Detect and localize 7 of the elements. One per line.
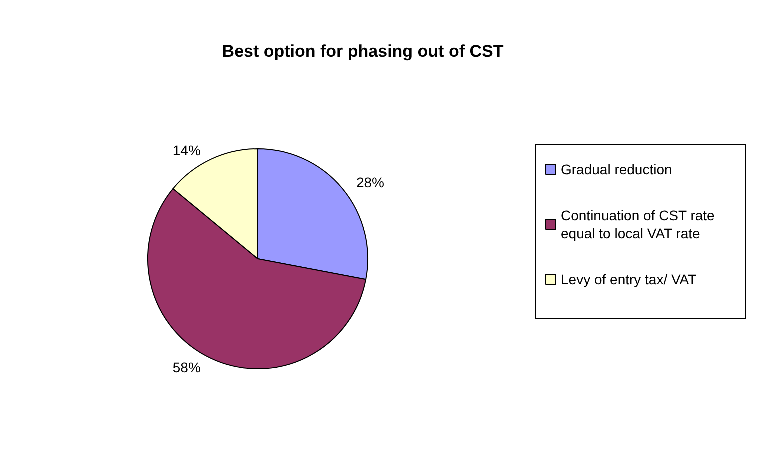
- chart-title: Best option for phasing out of CST: [222, 42, 504, 61]
- data-label: 58%: [172, 360, 201, 376]
- data-label: 28%: [356, 174, 384, 191]
- legend-label: Levy of entry tax/ VAT: [561, 272, 698, 288]
- legend-label: Gradual reduction: [561, 162, 672, 178]
- legend-label: Continuation of CST rate equal to local VAT rate: [561, 208, 719, 242]
- data-label: 14%: [172, 142, 201, 158]
